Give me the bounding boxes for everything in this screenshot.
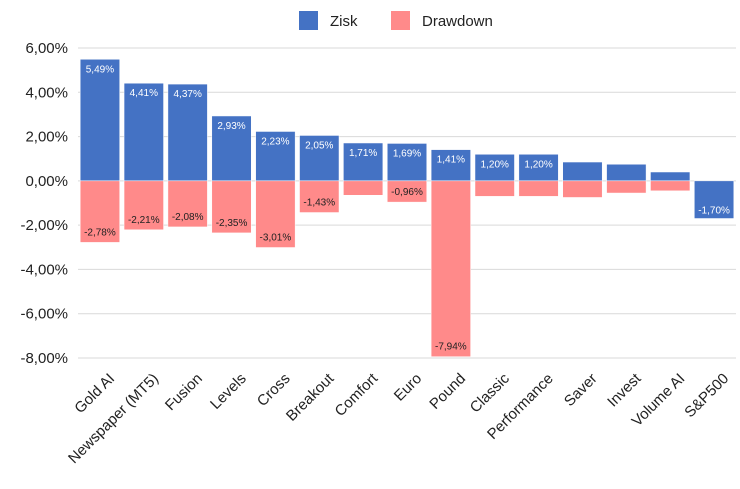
drawdown-data-label: -2,21%	[128, 215, 160, 226]
drawdown-bar	[299, 180, 340, 213]
y-tick-label: -4,00%	[20, 261, 68, 278]
zisk-bar	[562, 161, 603, 182]
zisk-data-label: 5,49%	[86, 64, 114, 75]
x-category-label: S&P500	[681, 370, 732, 421]
zisk-data-label: 2,23%	[261, 136, 289, 147]
drawdown-data-label: -2,78%	[84, 227, 116, 238]
data-labels: 5,49% 4,41% 4,37% 2,93% 2,23% 2,05% 1,71% 1,69%…	[84, 64, 730, 352]
bars	[79, 59, 735, 357]
x-category-label: Cross	[254, 370, 294, 410]
drawdown-bar	[650, 180, 691, 192]
zisk-bar	[167, 83, 208, 182]
zisk-legend-swatch	[299, 11, 318, 30]
y-tick-label: 0,00%	[25, 173, 68, 190]
drawdown-bar	[474, 180, 515, 197]
drawdown-legend-swatch	[391, 11, 410, 30]
x-category-label: Fusion	[162, 370, 206, 414]
drawdown-bar	[518, 180, 559, 197]
y-tick-label: -6,00%	[20, 306, 68, 323]
zisk-data-label: 1,41%	[437, 155, 465, 166]
drawdown-data-label: -2,08%	[172, 212, 204, 223]
drawdown-data-label: -7,94%	[435, 342, 467, 353]
zisk-bar	[387, 143, 427, 182]
drawdown-data-label: -3,01%	[260, 233, 292, 244]
zisk-bar	[211, 115, 252, 182]
y-axis: 6,00% 4,00% 2,00% 0,00% -2,00% -4,00% -6,00% -8…	[20, 40, 68, 367]
drawdown-bar	[167, 180, 208, 228]
drawdown-bar	[430, 180, 471, 357]
y-tick-label: 4,00%	[25, 84, 68, 101]
drawdown-bar	[255, 180, 296, 248]
zisk-data-label: -1,70%	[698, 206, 730, 217]
x-category-label: Invest	[604, 370, 645, 411]
drawdown-bar	[211, 180, 252, 234]
x-category-label: Euro	[391, 370, 425, 404]
drawdown-bar	[79, 180, 120, 243]
drawdown-data-label: -0,96%	[391, 187, 423, 198]
zisk-bar	[299, 135, 340, 182]
zisk-bar	[606, 164, 647, 182]
zisk-data-label: 4,41%	[130, 88, 158, 99]
y-tick-label: -2,00%	[20, 217, 68, 234]
drawdown-legend-label: Drawdown	[422, 13, 493, 30]
y-tick-label: 2,00%	[25, 129, 68, 146]
drawdown-bar	[606, 180, 647, 194]
x-category-label: Breakout	[283, 370, 338, 425]
zisk-bar	[694, 180, 735, 219]
zisk-data-label: 2,05%	[305, 140, 333, 151]
drawdown-bar	[343, 180, 384, 196]
zisk-data-label: 4,37%	[173, 89, 201, 100]
drawdown-data-label: -1,43%	[303, 198, 335, 209]
zisk-data-label: 1,20%	[524, 159, 552, 170]
x-category-label: Comfort	[332, 370, 382, 420]
zisk-legend-label: Zisk	[330, 13, 358, 30]
drawdown-bar	[387, 180, 427, 203]
zisk-bar	[255, 131, 296, 182]
drawdown-bar	[123, 180, 164, 231]
zisk-bar	[518, 154, 559, 182]
x-category-label: Saver	[561, 370, 601, 410]
zisk-bar	[650, 171, 691, 182]
zisk-bar	[343, 142, 384, 182]
zisk-data-label: 1,69%	[393, 148, 421, 159]
zisk-data-label: 1,71%	[349, 148, 377, 159]
zisk-bar	[123, 82, 164, 182]
y-tick-label: 6,00%	[25, 40, 68, 57]
legend: Zisk Drawdown	[299, 11, 493, 30]
y-tick-label: -8,00%	[20, 350, 68, 367]
drawdown-bar	[562, 180, 603, 198]
x-category-label: Pound	[426, 370, 469, 413]
zisk-bar	[79, 59, 120, 182]
x-category-label: Levels	[207, 370, 250, 413]
zisk-bar	[430, 149, 471, 182]
zisk-data-label: 2,93%	[217, 121, 245, 132]
zisk-data-label: 1,20%	[481, 159, 509, 170]
drawdown-data-label: -2,35%	[216, 218, 248, 229]
